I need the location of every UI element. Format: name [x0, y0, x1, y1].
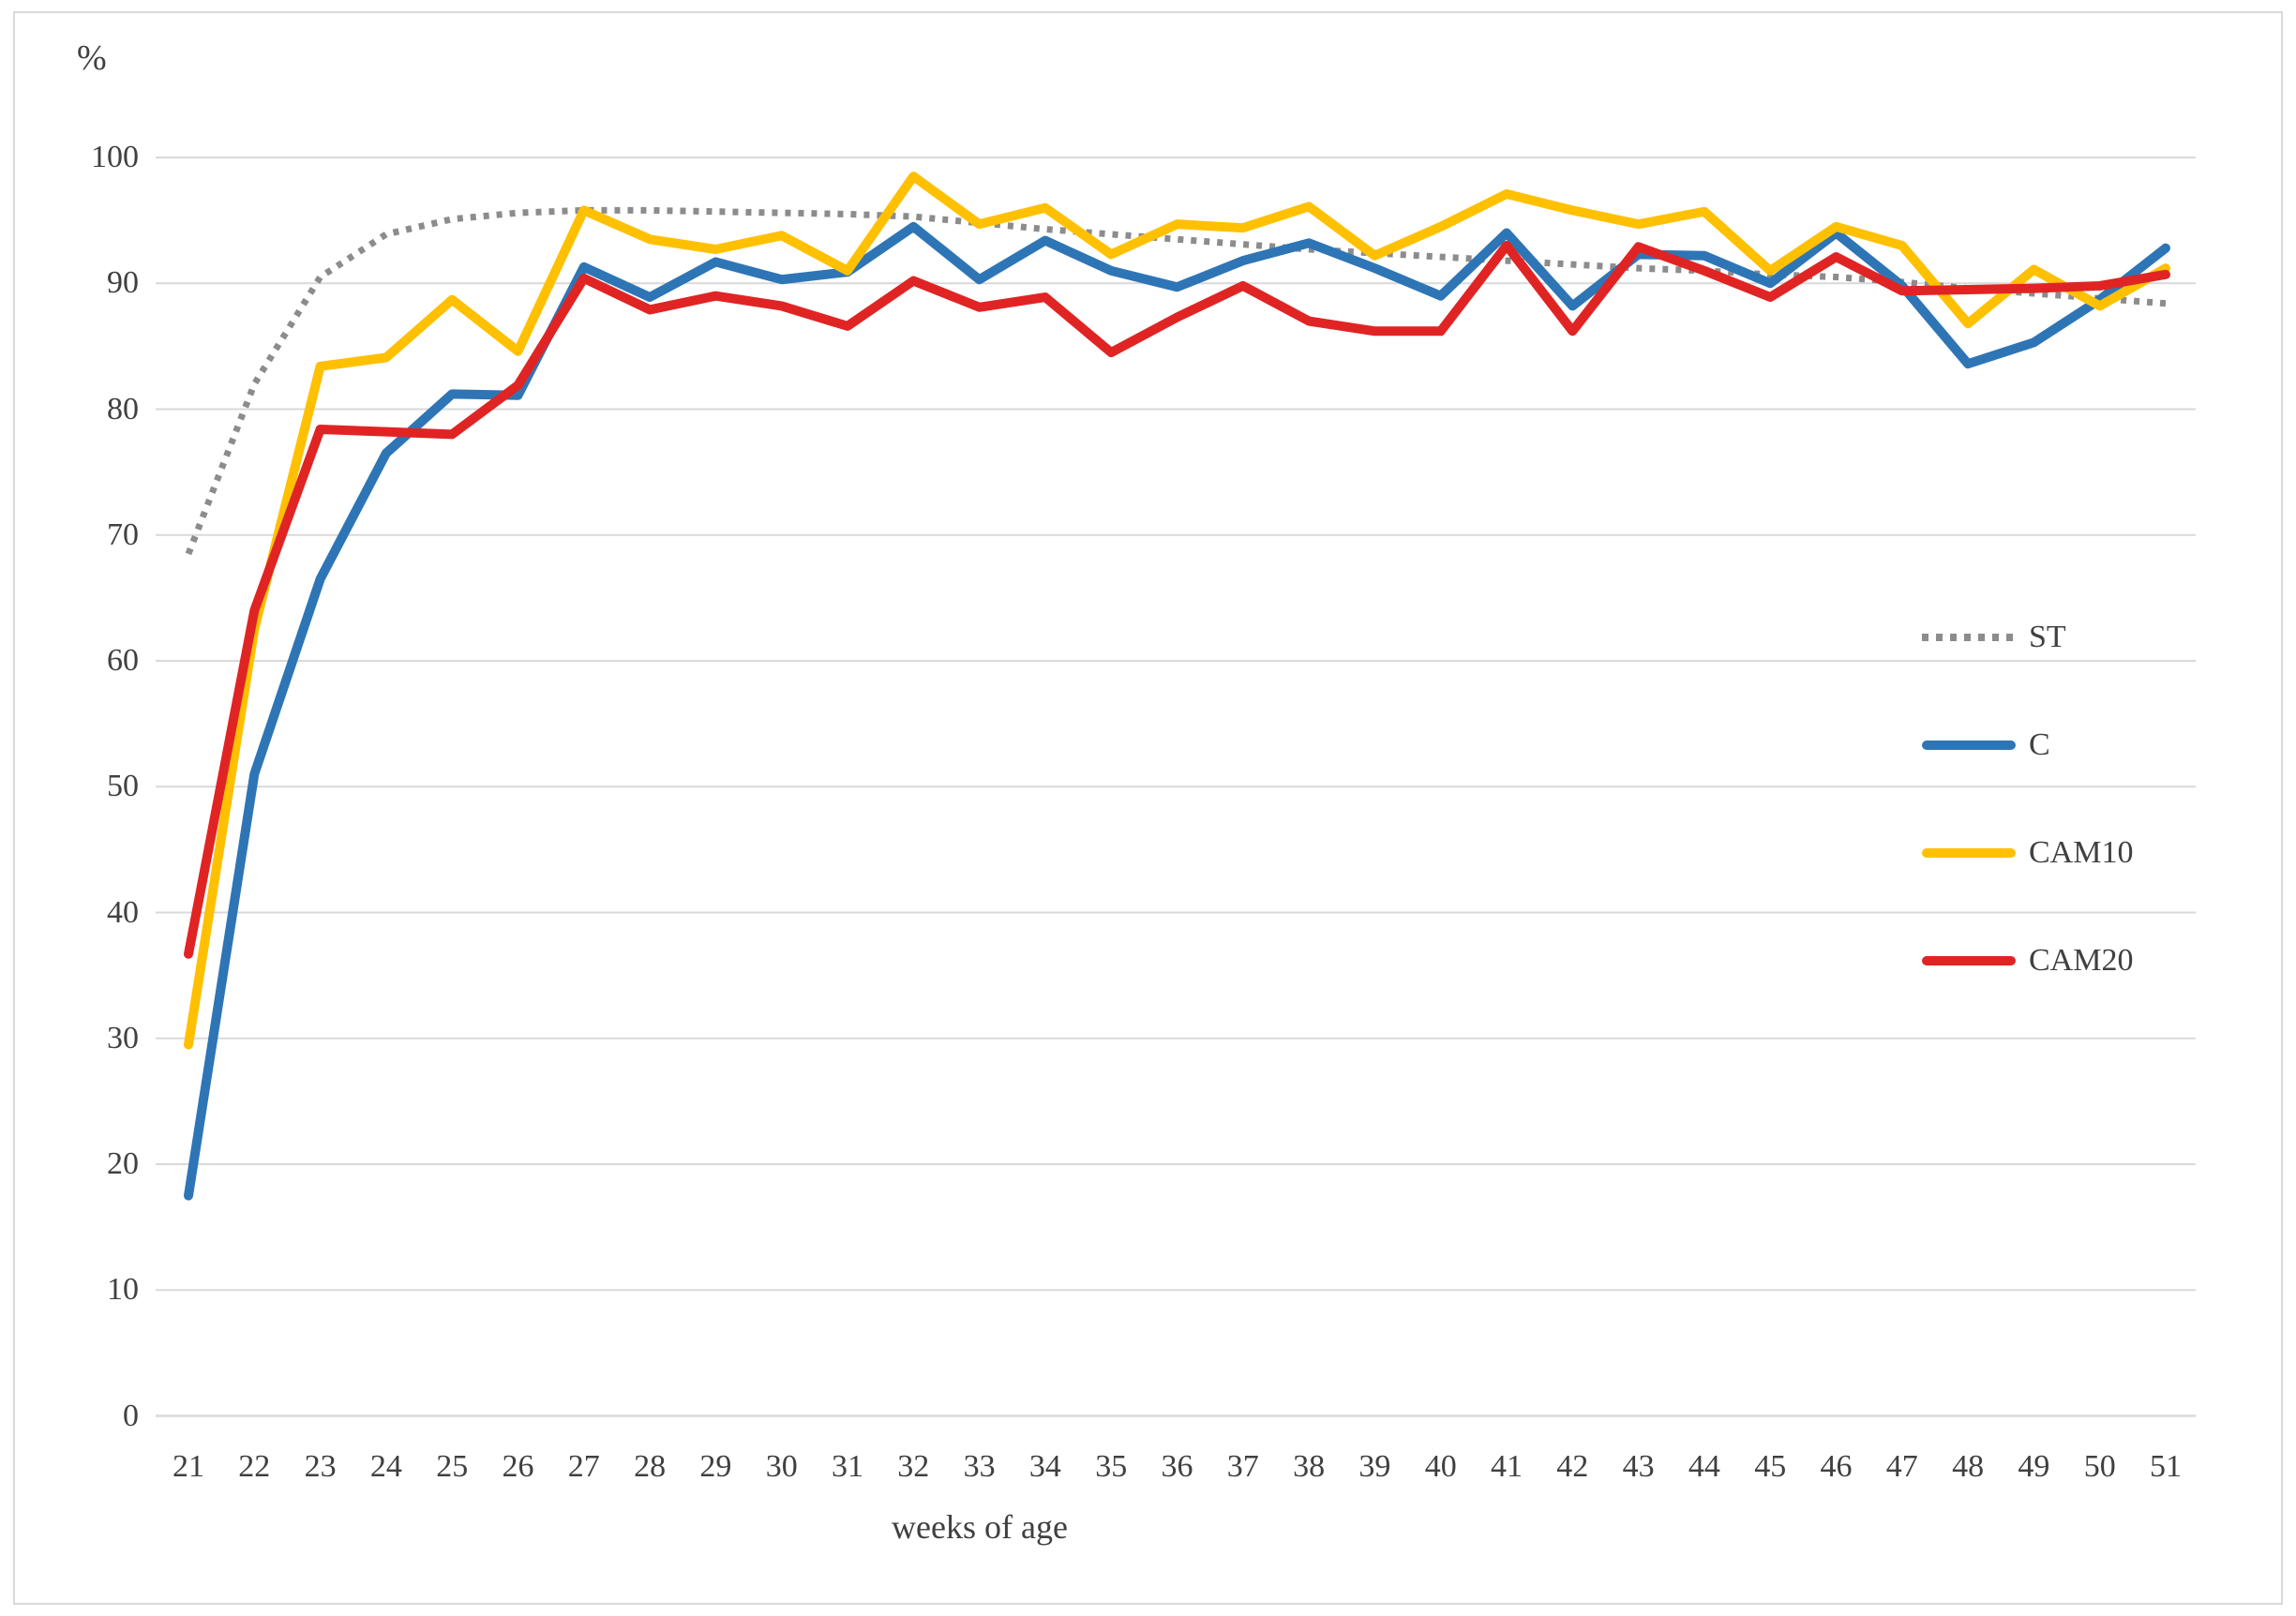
x-tick-label-43: 43 — [1622, 1449, 1655, 1484]
x-tick-label-38: 38 — [1293, 1449, 1326, 1484]
y-tick-label-100: 100 — [91, 140, 139, 174]
x-tick-label-46: 46 — [1820, 1449, 1853, 1484]
y-tick-label-80: 80 — [107, 391, 139, 426]
legend-swatch-cam10 — [1922, 848, 2016, 858]
series-line-st — [185, 206, 2167, 556]
legend-label-cam10: CAM10 — [2029, 835, 2134, 870]
x-tick-label-21: 21 — [173, 1449, 204, 1484]
x-tick-label-49: 49 — [2018, 1449, 2050, 1484]
y-tick-label-90: 90 — [107, 265, 139, 301]
legend-label-st: ST — [2029, 620, 2066, 654]
x-tick-label-32: 32 — [897, 1449, 930, 1484]
y-tick-label-60: 60 — [107, 643, 139, 678]
y-tick-label-20: 20 — [107, 1146, 139, 1181]
series-line-c — [184, 221, 2170, 1201]
y-axis-unit-label: % — [77, 38, 107, 78]
y-tick-label-50: 50 — [107, 769, 139, 804]
x-tick-label-34: 34 — [1028, 1449, 1061, 1484]
y-tick-label-0: 0 — [123, 1398, 139, 1433]
legend-label-c: C — [2029, 727, 2050, 762]
legend-item-cam10: CAM10 — [1922, 815, 2133, 890]
series-line-cam20 — [184, 240, 2170, 959]
series-line-cam10 — [184, 172, 2170, 1050]
x-tick-label-50: 50 — [2083, 1449, 2116, 1484]
x-tick-label-29: 29 — [699, 1449, 732, 1484]
x-tick-label-33: 33 — [963, 1449, 996, 1484]
legend-label-cam20: CAM20 — [2029, 943, 2134, 978]
legend-swatch-st — [1922, 634, 2016, 641]
x-tick-label-40: 40 — [1424, 1449, 1457, 1484]
y-tick-label-30: 30 — [107, 1020, 139, 1055]
legend-item-c: C — [1922, 708, 2050, 783]
x-tick-label-45: 45 — [1754, 1449, 1787, 1484]
legend-item-cam20: CAM20 — [1922, 923, 2133, 998]
x-tick-label-37: 37 — [1226, 1449, 1259, 1484]
x-tick-label-41: 41 — [1491, 1449, 1523, 1484]
x-tick-label-42: 42 — [1556, 1449, 1589, 1484]
x-tick-label-26: 26 — [502, 1449, 534, 1484]
x-tick-label-31: 31 — [832, 1449, 863, 1484]
x-tick-label-22: 22 — [238, 1449, 271, 1484]
x-tick-label-23: 23 — [304, 1449, 337, 1484]
legend-swatch-c — [1922, 741, 2016, 750]
y-tick-label-10: 10 — [107, 1272, 139, 1308]
legend-swatch-cam20 — [1922, 956, 2016, 965]
x-tick-label-28: 28 — [634, 1449, 667, 1484]
x-tick-label-35: 35 — [1095, 1449, 1128, 1484]
x-tick-label-51: 51 — [2150, 1449, 2182, 1484]
x-tick-label-24: 24 — [369, 1449, 402, 1484]
x-tick-label-30: 30 — [765, 1449, 798, 1484]
x-tick-label-36: 36 — [1161, 1449, 1193, 1484]
x-tick-label-39: 39 — [1358, 1449, 1391, 1484]
y-tick-label-70: 70 — [107, 516, 139, 552]
x-tick-label-25: 25 — [436, 1449, 469, 1484]
x-tick-label-47: 47 — [1885, 1449, 1918, 1484]
x-tick-label-44: 44 — [1688, 1449, 1720, 1484]
legend-item-st: ST — [1922, 600, 2066, 675]
y-tick-label-40: 40 — [107, 894, 139, 930]
x-tick-label-27: 27 — [567, 1449, 600, 1484]
x-axis-title: weeks of age — [892, 1508, 1068, 1546]
x-tick-label-48: 48 — [1952, 1449, 1985, 1484]
